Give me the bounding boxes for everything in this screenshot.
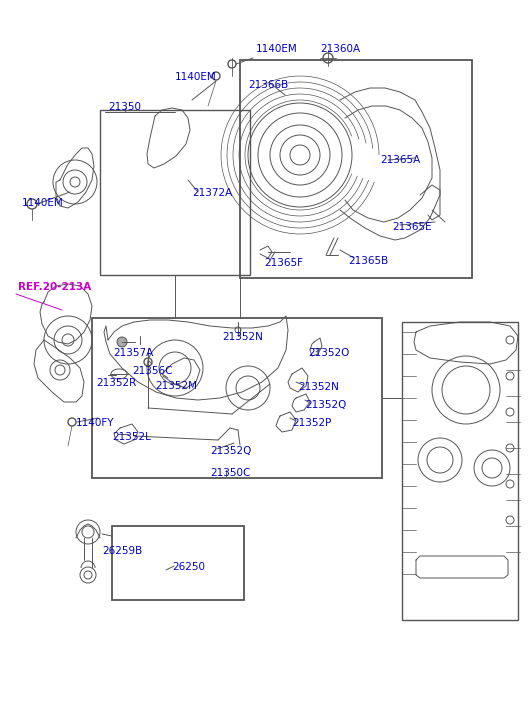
Text: 21352N: 21352N: [298, 382, 339, 392]
Text: 21365F: 21365F: [264, 258, 303, 268]
Circle shape: [117, 337, 127, 347]
Bar: [100, 110, 250, 275]
Text: 21352O: 21352O: [308, 348, 350, 358]
Text: 1140EM: 1140EM: [175, 72, 217, 82]
Text: 1140FY: 1140FY: [76, 418, 114, 428]
Text: 21350: 21350: [108, 102, 141, 112]
Text: 21365B: 21365B: [348, 256, 388, 266]
Text: 21352M: 21352M: [155, 381, 197, 391]
Text: 21352P: 21352P: [292, 418, 331, 428]
Text: 1140EM: 1140EM: [256, 44, 298, 54]
Text: 1140EM: 1140EM: [22, 198, 64, 208]
Text: 21365A: 21365A: [380, 155, 420, 165]
Text: 21352Q: 21352Q: [210, 446, 252, 456]
Text: 21352L: 21352L: [112, 432, 151, 442]
Text: 21365E: 21365E: [392, 222, 431, 232]
Text: 21372A: 21372A: [192, 188, 232, 198]
Bar: [402, 322, 518, 620]
Bar: [112, 526, 244, 600]
Text: 21357A: 21357A: [113, 348, 153, 358]
Bar: [92, 318, 382, 478]
Text: 21366B: 21366B: [248, 80, 288, 90]
Text: 21352R: 21352R: [96, 378, 136, 388]
Text: 21352N: 21352N: [222, 332, 263, 342]
Text: 26250: 26250: [172, 562, 205, 572]
Text: REF.20-213A: REF.20-213A: [18, 282, 92, 292]
Text: 21350C: 21350C: [210, 468, 251, 478]
Bar: [240, 60, 472, 278]
Text: 21352Q: 21352Q: [305, 400, 346, 410]
Text: 21356C: 21356C: [132, 366, 172, 376]
Text: 26259B: 26259B: [102, 546, 142, 556]
Text: 21360A: 21360A: [320, 44, 360, 54]
